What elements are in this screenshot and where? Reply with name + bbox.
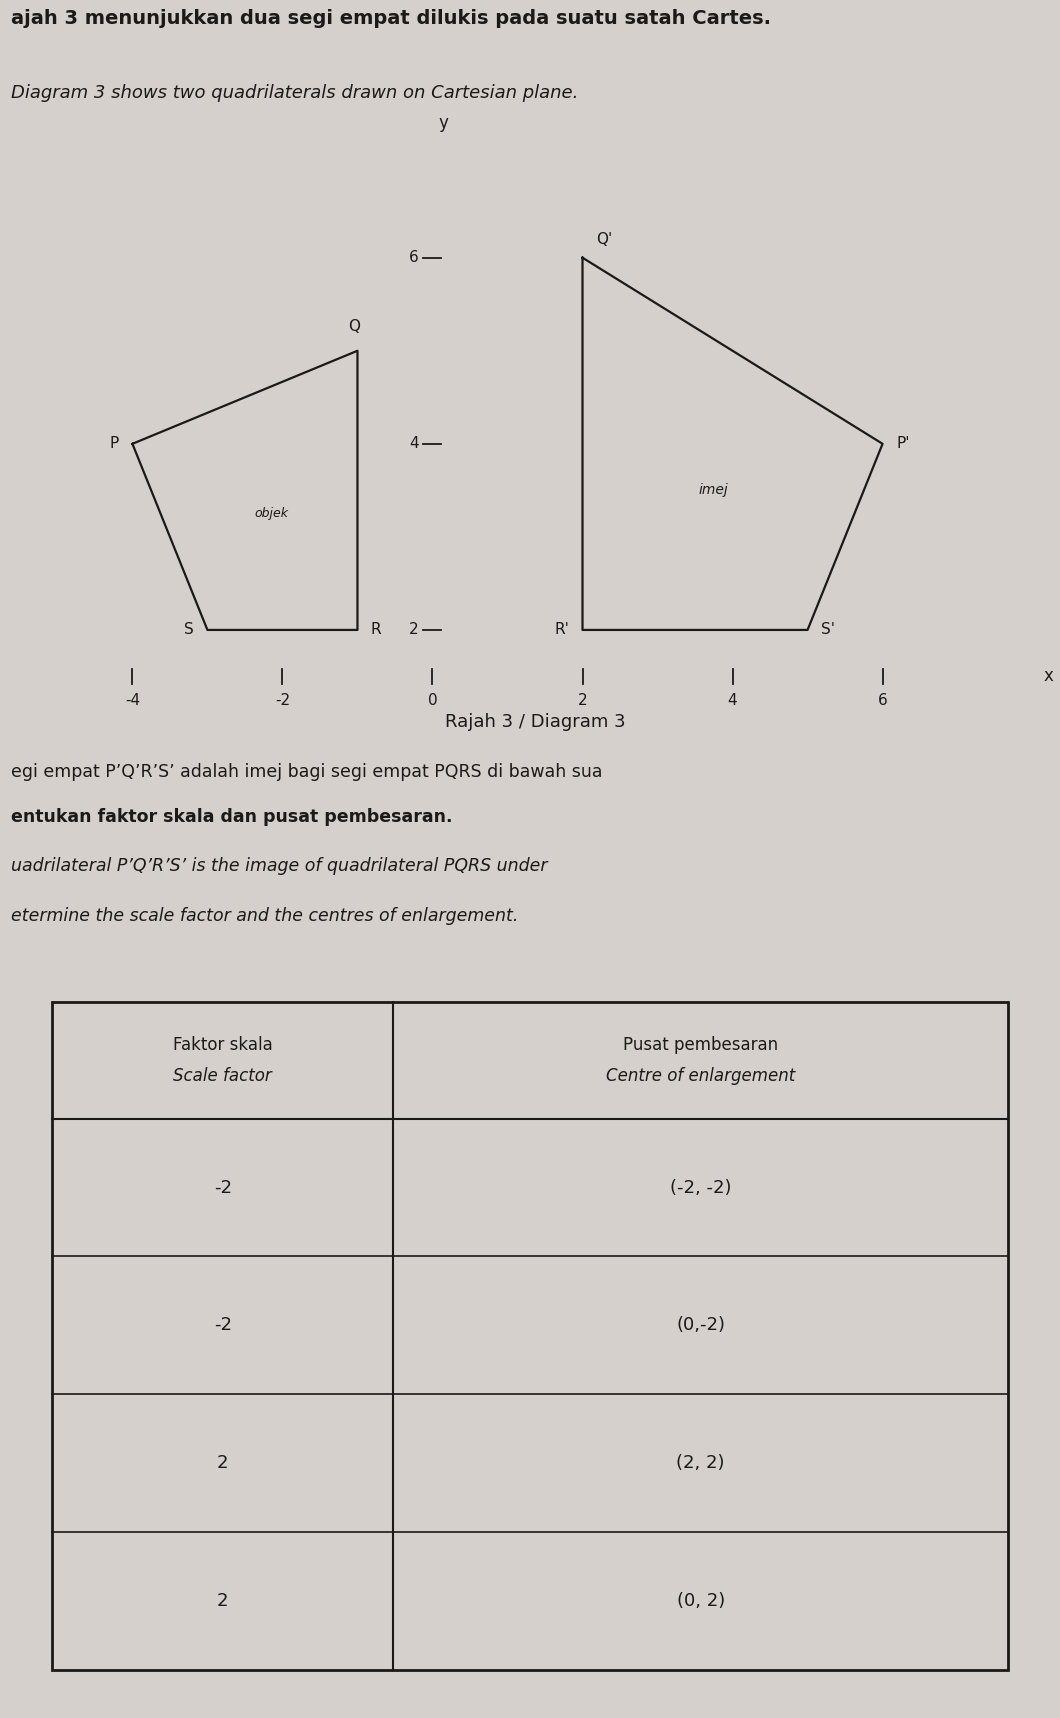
Text: Q: Q [348, 320, 359, 333]
Text: 6: 6 [878, 694, 887, 708]
Text: Rajah 3 / Diagram 3: Rajah 3 / Diagram 3 [445, 713, 625, 730]
Text: 2: 2 [217, 1453, 229, 1472]
Text: -2: -2 [214, 1179, 232, 1196]
Text: 0: 0 [427, 694, 438, 708]
Text: (-2, -2): (-2, -2) [670, 1179, 731, 1196]
Text: (0, 2): (0, 2) [676, 1593, 725, 1610]
Text: R': R' [554, 622, 569, 637]
Text: 6: 6 [409, 251, 419, 265]
Text: S': S' [822, 622, 835, 637]
Text: 2: 2 [409, 622, 419, 637]
Text: 4: 4 [728, 694, 738, 708]
Text: P': P' [896, 436, 909, 452]
Text: y: y [439, 113, 448, 132]
Text: (2, 2): (2, 2) [676, 1453, 725, 1472]
Text: Q': Q' [596, 232, 613, 246]
Text: Pusat pembesaran: Pusat pembesaran [623, 1036, 778, 1053]
Text: entukan faktor skala dan pusat pembesaran.: entukan faktor skala dan pusat pembesara… [11, 807, 453, 826]
Text: Faktor skala: Faktor skala [173, 1036, 272, 1053]
Text: Centre of enlargement: Centre of enlargement [606, 1067, 795, 1084]
Text: -2: -2 [275, 694, 290, 708]
Text: x: x [1044, 668, 1054, 685]
Text: 2: 2 [578, 694, 587, 708]
Text: -2: -2 [214, 1316, 232, 1335]
Text: etermine the scale factor and the centres of enlargement.: etermine the scale factor and the centre… [11, 907, 518, 926]
Text: S: S [184, 622, 194, 637]
Text: Diagram 3 shows two quadrilaterals drawn on Cartesian plane.: Diagram 3 shows two quadrilaterals drawn… [11, 84, 578, 101]
Text: R: R [371, 622, 382, 637]
Text: P: P [109, 436, 119, 452]
Text: uadrilateral P’Q’R’S’ is the image of quadrilateral PQRS under: uadrilateral P’Q’R’S’ is the image of qu… [11, 857, 547, 876]
Text: imej: imej [699, 483, 728, 497]
Text: egi empat P’Q’R’S’ adalah imej bagi segi empat PQRS di bawah sua: egi empat P’Q’R’S’ adalah imej bagi segi… [11, 763, 602, 780]
Text: Scale factor: Scale factor [174, 1067, 272, 1084]
Text: ajah 3 menunjukkan dua segi empat dilukis pada suatu satah Cartes.: ajah 3 menunjukkan dua segi empat diluki… [11, 9, 771, 27]
Text: -4: -4 [125, 694, 140, 708]
Text: 4: 4 [409, 436, 419, 452]
Text: 2: 2 [217, 1593, 229, 1610]
Text: (0,-2): (0,-2) [676, 1316, 725, 1335]
Text: objek: objek [254, 507, 288, 521]
